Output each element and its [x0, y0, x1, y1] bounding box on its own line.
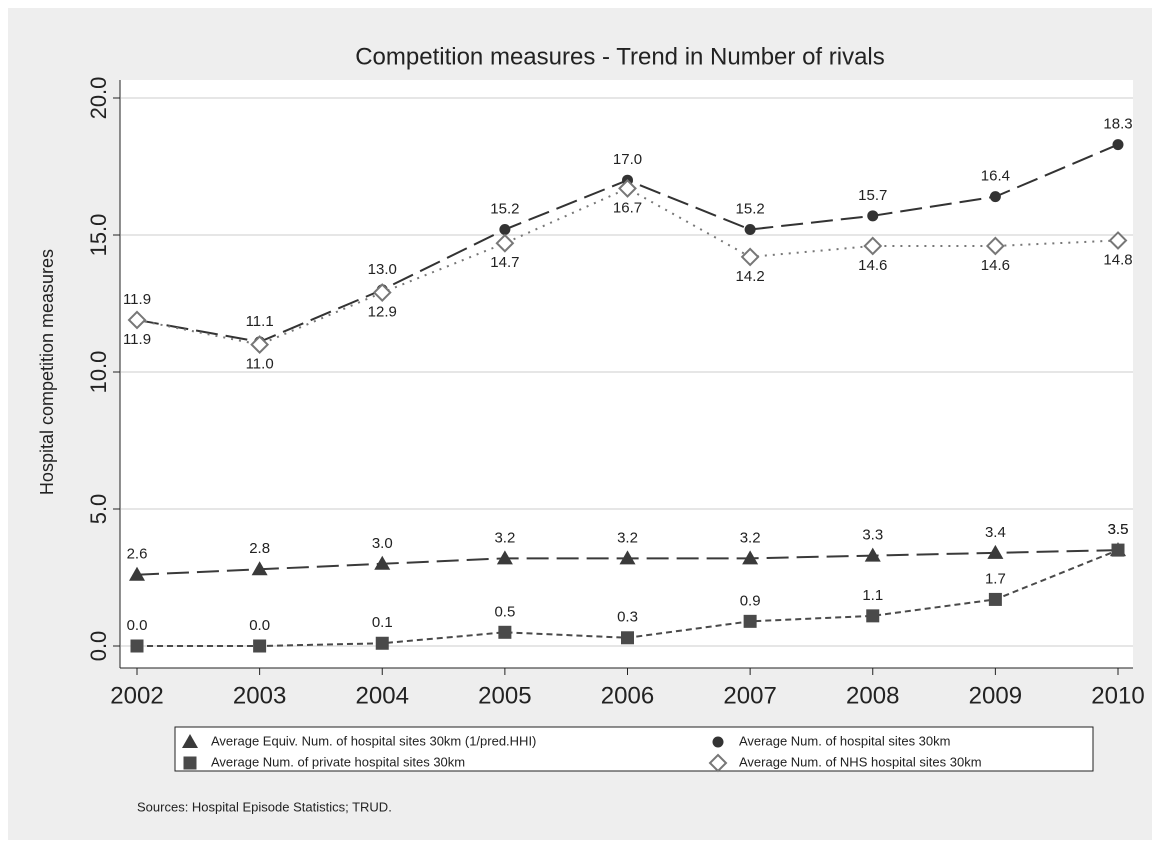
data-point [742, 550, 759, 565]
x-tick-label: 2009 [969, 682, 1022, 709]
data-label: 3.4 [985, 524, 1006, 541]
x-tick-label: 2008 [846, 682, 899, 709]
data-point [251, 561, 268, 576]
data-label: 0.3 [617, 609, 638, 626]
legend-label: Average Equiv. Num. of hospital sites 30… [211, 733, 536, 748]
data-point [253, 639, 267, 653]
x-tick-label: 2003 [233, 682, 286, 709]
data-label: 14.2 [736, 268, 765, 285]
data-label: 3.2 [740, 529, 761, 546]
data-point [129, 566, 145, 581]
data-point [372, 283, 392, 302]
legend-marker [183, 756, 197, 770]
data-point [374, 555, 391, 570]
y-axis-label: Hospital competition measures [37, 249, 57, 495]
x-tick-label: 2010 [1091, 682, 1144, 709]
legend-label: Average Num. of NHS hospital sites 30km [739, 754, 982, 769]
data-point [499, 224, 511, 236]
data-label: 15.7 [858, 187, 887, 204]
data-point [498, 625, 512, 639]
data-point [863, 236, 883, 256]
data-point [744, 224, 756, 236]
data-label: 12.9 [368, 304, 397, 321]
legend-marker [182, 734, 198, 748]
y-tick-label: 10.0 [86, 351, 111, 394]
legend-label: Average Num. of private hospital sites 3… [211, 754, 465, 769]
data-label: 2.8 [249, 540, 270, 557]
data-label: 11.0 [246, 356, 274, 373]
series-line [136, 187, 1119, 346]
legend-marker [708, 753, 728, 773]
y-tick-label: 15.0 [86, 214, 111, 257]
data-label: 15.2 [490, 200, 519, 217]
data-point [495, 233, 515, 253]
data-label: 0.1 [372, 614, 393, 631]
data-label: 0.5 [494, 603, 515, 620]
data-label: 14.8 [1103, 251, 1132, 268]
data-point [1112, 139, 1124, 151]
data-point [866, 609, 880, 623]
data-label: 15.2 [736, 200, 765, 217]
data-label: 0.0 [127, 617, 148, 634]
legend [174, 726, 1094, 772]
data-point [985, 236, 1005, 256]
data-point [864, 547, 881, 562]
data-label: 3.2 [617, 529, 638, 546]
x-tick-label: 2004 [356, 682, 409, 709]
data-label: 3.5 [1108, 521, 1129, 538]
data-point [130, 639, 144, 653]
data-label: 14.6 [858, 257, 887, 274]
data-point [987, 544, 1004, 559]
data-label: 2.6 [127, 546, 148, 563]
data-point [375, 636, 389, 650]
data-label: 1.7 [985, 570, 1006, 587]
data-point [621, 631, 634, 645]
data-point [740, 247, 760, 267]
data-point [1108, 231, 1128, 250]
data-point [1111, 543, 1125, 557]
data-label: 3.2 [494, 529, 515, 546]
x-tick-label: 2006 [601, 682, 654, 709]
data-point [618, 179, 637, 198]
data-label: 14.6 [981, 257, 1010, 274]
y-tick-label: 20.0 [86, 77, 111, 120]
data-label: 16.4 [981, 168, 1010, 185]
data-label: 11.1 [246, 313, 274, 330]
data-point [988, 592, 1002, 606]
x-tick-label: 2002 [110, 682, 163, 709]
y-tick-label: 0.0 [86, 631, 111, 662]
data-label: 11.9 [123, 291, 151, 308]
data-label: 1.1 [862, 587, 883, 604]
x-tick-label: 2007 [723, 682, 776, 709]
data-label: 18.3 [1103, 116, 1132, 133]
data-point [867, 210, 879, 222]
data-label: 13.0 [368, 261, 397, 278]
data-label: 3.3 [862, 527, 883, 544]
x-tick-label: 2005 [478, 682, 531, 709]
source-note: Sources: Hospital Episode Statistics; TR… [137, 799, 392, 814]
y-tick-label: 5.0 [86, 494, 111, 525]
data-point [619, 550, 636, 565]
data-point [250, 335, 270, 355]
data-label: 0.9 [740, 592, 761, 609]
data-label: 17.0 [613, 151, 642, 168]
data-label: 3.5 [1108, 521, 1129, 538]
legend-label: Average Num. of hospital sites 30km [739, 733, 950, 748]
data-label: 16.7 [613, 199, 642, 216]
data-point [127, 310, 147, 330]
legend-marker [712, 736, 724, 748]
data-label: 14.7 [490, 254, 519, 271]
data-point [989, 191, 1001, 203]
data-point [743, 614, 757, 628]
chart-title: Competition measures - Trend in Number o… [355, 43, 885, 70]
data-point [496, 550, 513, 565]
data-label: 3.0 [372, 535, 393, 552]
data-label: 0.0 [249, 617, 270, 634]
data-label: 11.9 [123, 331, 151, 348]
